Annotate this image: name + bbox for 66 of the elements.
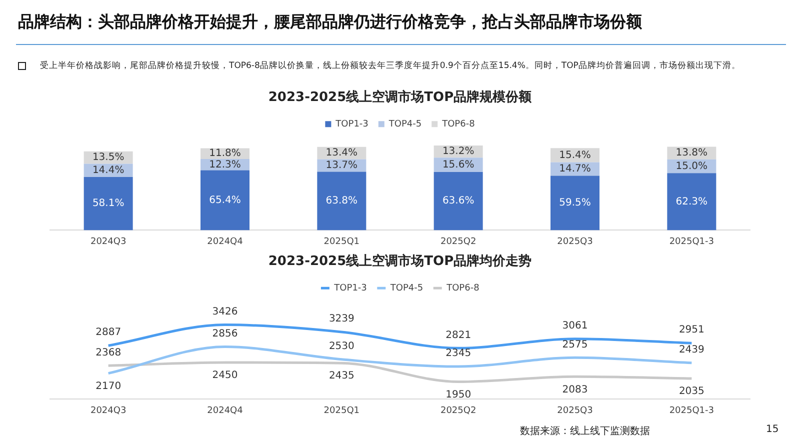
data-label: 58.1%: [92, 198, 124, 210]
x-tick-label: 2024Q4: [207, 236, 244, 247]
legend-label: TOP4-5: [389, 283, 424, 294]
legend-label: TOP4-5: [388, 119, 422, 130]
data-label: 65.4%: [209, 194, 241, 206]
text: 品牌结构：头部品牌价格开始提升，腰尾部品牌仍进行价格竞争，抢占头部品牌市场份额: [18, 12, 643, 33]
bar: [434, 172, 483, 230]
bar: [200, 170, 250, 230]
bar: [84, 176, 133, 230]
data-label: 2170: [96, 380, 122, 392]
source-note: 数据来源：线上线下监测数据: [520, 424, 650, 438]
legend-label: TOP1-3: [333, 283, 367, 294]
data-label: 2345: [446, 348, 472, 360]
legend-label: TOP6-8: [446, 283, 480, 294]
data-label: 14.7%: [559, 164, 591, 175]
data-label: 63.8%: [326, 196, 358, 207]
legend-label: TOP6-8: [441, 119, 476, 130]
data-label: 2435: [328, 370, 354, 382]
data-label: 3426: [212, 306, 238, 318]
data-label: 13.8%: [676, 148, 708, 159]
data-label: 15.6%: [442, 159, 474, 170]
bar: [317, 172, 366, 230]
data-label: 13.5%: [92, 152, 124, 164]
data-label: 2439: [678, 344, 704, 356]
data-label: 2368: [96, 347, 122, 358]
legend-label: TOP1-3: [334, 119, 368, 130]
data-label: 11.8%: [209, 148, 241, 160]
x-tick-label: 2024Q3: [90, 406, 126, 416]
data-label: 12.3%: [209, 159, 241, 170]
data-label: 62.3%: [676, 196, 708, 208]
data-label: 2951: [678, 324, 704, 336]
x-tick-label: 2024Q3: [90, 236, 126, 247]
x-tick-label: 2025Q1: [324, 236, 360, 247]
data-label: 2856: [212, 328, 238, 340]
x-tick-label: 2025Q2: [440, 406, 476, 416]
chart-title: 2023-2025线上空调市场TOP品牌规模份额: [268, 89, 533, 106]
data-label: 2530: [328, 340, 354, 352]
x-tick-label: 2025Q1-3: [669, 236, 714, 247]
data-label: 2450: [212, 370, 238, 382]
data-label: 15.4%: [559, 150, 591, 161]
data-label: 59.5%: [559, 198, 591, 209]
data-label: 13.2%: [442, 146, 474, 158]
data-label: 15.0%: [676, 160, 708, 172]
data-label: 2887: [96, 327, 122, 338]
data-label: 13.7%: [326, 160, 358, 172]
text: 15: [766, 424, 779, 435]
data-label: 13.4%: [326, 148, 358, 159]
data-label: 2083: [562, 384, 588, 396]
x-tick-label: 2024Q4: [207, 406, 244, 416]
data-label: 3061: [562, 320, 588, 332]
x-tick-label: 2025Q3: [557, 236, 593, 247]
data-label: 2575: [562, 339, 588, 350]
text: 受上半年价格战影响，尾部品牌价格提升较慢，TOP6-8品牌以价换量，线上份额较去年三季度年提升0.9个百分点至15.4%。同时，TOP品牌均价普遍回调，市场份额出现下滑。: [40, 60, 740, 72]
bar: [667, 173, 716, 230]
chart-title: 2023-2025线上空调市场TOP品牌均价走势: [268, 253, 532, 270]
data-label: 2035: [678, 386, 704, 398]
data-label: 2821: [446, 330, 472, 341]
data-label: 3239: [328, 314, 354, 325]
x-tick-label: 2025Q3: [557, 406, 593, 416]
data-label: 63.6%: [442, 196, 474, 207]
data-label: 14.4%: [92, 164, 124, 176]
x-tick-label: 2025Q1: [324, 406, 360, 416]
bar: [550, 176, 600, 230]
x-tick-label: 2025Q1-3: [669, 406, 714, 416]
x-tick-label: 2025Q2: [440, 236, 476, 247]
data-label: 1950: [446, 389, 472, 400]
